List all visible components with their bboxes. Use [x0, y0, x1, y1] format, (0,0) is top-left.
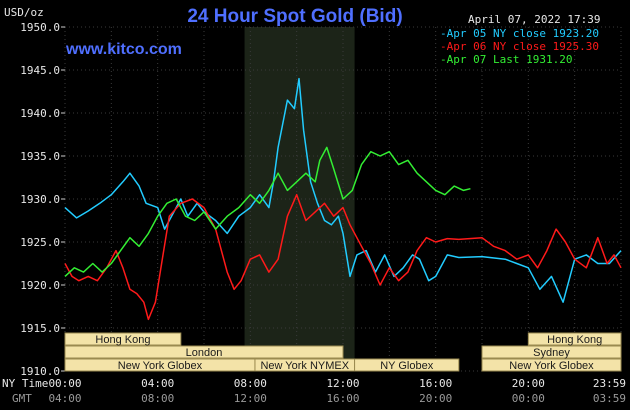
- ny-time-label: NY Time: [2, 377, 48, 390]
- session-label: NY Globex: [380, 360, 433, 372]
- legend-entry: -Apr 07 Last 1931.20: [440, 53, 572, 66]
- series-line-1: [64, 77, 622, 303]
- y-tick-label: 1940.0: [20, 107, 60, 120]
- y-tick-label: 1950.0: [20, 21, 60, 34]
- y-tick-label: 1920.0: [20, 279, 60, 292]
- x-tick-label-gmt: 20:00: [419, 392, 452, 405]
- site-watermark: www.kitco.com: [65, 41, 182, 58]
- session-label: Hong Kong: [547, 334, 602, 346]
- session-label: Sydney: [533, 347, 570, 359]
- session-bar: [481, 345, 622, 359]
- session-bar: [481, 358, 622, 372]
- x-tick-label-gmt: 00:00: [512, 392, 545, 405]
- y-tick-label: 1910.0: [20, 365, 60, 378]
- y-tick-label: 1935.0: [20, 150, 60, 163]
- x-tick-label-ny: 12:00: [326, 377, 359, 390]
- x-tick-label-ny: 20:00: [512, 377, 545, 390]
- x-tick-label-ny: 16:00: [419, 377, 452, 390]
- session-bar: [527, 332, 622, 346]
- x-tick-label-gmt: 16:00: [326, 392, 359, 405]
- series-layer: [64, 77, 622, 321]
- session-label: New York Globex: [509, 360, 594, 372]
- session-label: Hong Kong: [95, 334, 150, 346]
- series-line-3: [64, 146, 471, 277]
- chart-title: 24 Hour Spot Gold (Bid): [187, 6, 402, 27]
- timestamp: April 07, 2022 17:39: [468, 13, 600, 26]
- y-tick-label: 1930.0: [20, 193, 60, 206]
- y-tick-label: 1925.0: [20, 236, 60, 249]
- legend-entry: -Apr 05 NY close 1923.20: [440, 27, 599, 40]
- x-tick-label-ny: 00:00: [48, 377, 81, 390]
- legend-entry: -Apr 06 NY close 1925.30: [440, 40, 599, 53]
- legend: -Apr 05 NY close 1923.20-Apr 06 NY close…: [440, 27, 599, 66]
- x-axis-ticks: 00:00 04:00 04:00 08:00 08:00 12:00 12:00 16:00…: [48, 377, 626, 405]
- x-tick-label-ny: 04:00: [141, 377, 174, 390]
- y-axis-label: USD/oz: [4, 6, 44, 19]
- x-tick-label-ny: 23:59: [593, 377, 626, 390]
- x-tick-label-gmt: 08:00: [141, 392, 174, 405]
- gmt-label: GMT: [12, 392, 32, 405]
- x-tick-label-gmt: 03:59: [593, 392, 626, 405]
- session-bar: [64, 345, 344, 359]
- session-label: New York Globex: [118, 360, 203, 372]
- series-line-2: [64, 193, 622, 321]
- y-axis-ticks: 1950.0 1945.0 1940.0 1935.0 1930.0 1925.0 1920…: [20, 21, 65, 378]
- x-tick-label-gmt: 04:00: [48, 392, 81, 405]
- y-tick-label: 1945.0: [20, 64, 60, 77]
- session-bar: [354, 358, 460, 372]
- session-bar: [64, 332, 182, 346]
- x-tick-label-gmt: 12:00: [234, 392, 267, 405]
- session-label: New York NYMEX: [260, 360, 349, 372]
- y-tick-label: 1915.0: [20, 322, 60, 335]
- session-label: London: [186, 347, 223, 359]
- x-tick-label-ny: 08:00: [234, 377, 267, 390]
